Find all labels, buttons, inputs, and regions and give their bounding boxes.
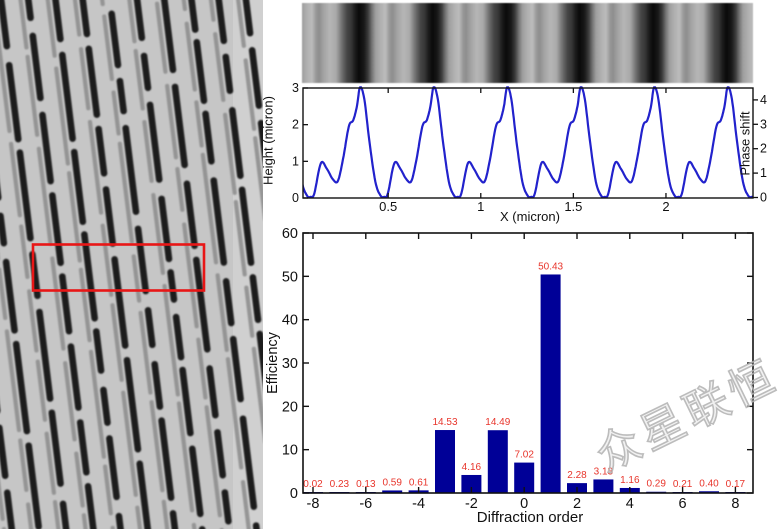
bar-x-tick-label: 8 xyxy=(731,496,739,512)
bar-x-tick-label: 0 xyxy=(520,496,528,512)
fringe-image xyxy=(302,3,753,83)
sem-grating-svg xyxy=(0,0,263,529)
bar-value-label: 0.59 xyxy=(382,477,402,488)
profile-right-tick-label: 3 xyxy=(760,117,767,131)
profile-left-tick-label: 1 xyxy=(292,154,299,168)
height-axis-label: Height (micron) xyxy=(260,96,276,185)
profile-left-tick-label: 0 xyxy=(292,191,299,205)
bar-value-label: 0.40 xyxy=(699,478,719,489)
bar-y-tick-label: 30 xyxy=(282,356,298,372)
bar-value-label: 0.02 xyxy=(303,479,323,490)
bar-value-label: 14.49 xyxy=(485,417,510,428)
bar-y-tick-label: 40 xyxy=(282,313,298,329)
profile-right-tick-label: 4 xyxy=(760,93,767,107)
bar-value-label: 0.21 xyxy=(673,479,693,490)
bar-value-label: 14.53 xyxy=(432,417,457,428)
bar-value-label: 2.28 xyxy=(567,470,587,481)
bar-x-tick-label: 6 xyxy=(679,496,687,512)
bar-y-tick-label: 20 xyxy=(282,399,298,415)
bar-value-label: 1.16 xyxy=(620,475,640,486)
bar-value-label: 7.02 xyxy=(514,450,534,461)
profile-left-tick-label: 2 xyxy=(292,118,299,132)
bar-order--2 xyxy=(461,474,482,493)
sem-slot-pattern xyxy=(0,0,263,529)
bar-x-tick-label: -8 xyxy=(307,496,320,512)
efficiency-axis-label: Efficiency xyxy=(265,332,281,394)
bar-y-tick-label: 50 xyxy=(282,269,298,285)
bar-value-label: 0.61 xyxy=(409,477,429,488)
profile-right-tick-label: 1 xyxy=(760,166,767,180)
bar-x-tick-label: -4 xyxy=(412,496,425,512)
bar-value-label: 0.23 xyxy=(330,479,350,490)
bar-value-label: 4.16 xyxy=(462,462,482,473)
profile-x-tick-label: 1.5 xyxy=(564,199,582,214)
sem-image xyxy=(0,0,263,529)
profile-x-tick-label: 1 xyxy=(477,199,484,214)
profile-x-tick-label: 0.5 xyxy=(379,199,397,214)
bar-order--1 xyxy=(487,430,508,493)
profile-x-tick-label: 2 xyxy=(662,199,669,214)
bar-value-label: 0.29 xyxy=(646,479,666,490)
roi-highlight-box xyxy=(31,243,206,292)
profile-right-tick-label: 0 xyxy=(760,191,767,205)
bar-order-1 xyxy=(540,274,561,493)
bar-order-7 xyxy=(699,491,719,493)
bar-order--3 xyxy=(435,430,455,493)
bar-value-label: 0.13 xyxy=(356,479,376,490)
efficiency-bar-chart: 0.02 0.23 0.13 0.59 0.61 14.53 4.16 14.49 7.02 50… xyxy=(282,226,754,512)
bar-value-label: 0.17 xyxy=(726,479,746,490)
bar-x-tick-label: -6 xyxy=(359,496,372,512)
bar-y-tick-label: 10 xyxy=(282,443,298,459)
bar-x-tick-label: -2 xyxy=(465,496,478,512)
bar-order-3 xyxy=(593,479,614,493)
bar-y-tick-label: 0 xyxy=(290,486,298,502)
phase-axis-label: Phase shift xyxy=(737,111,753,176)
bar-order-0 xyxy=(514,462,535,493)
diffraction-order-axis-label: Diffraction order xyxy=(476,509,584,526)
bar-y-tick-label: 60 xyxy=(282,226,298,242)
bar-order--5 xyxy=(382,490,403,493)
bar-value-label: 50.43 xyxy=(538,261,563,272)
bar-value-label: 3.13 xyxy=(594,466,614,477)
bar-x-tick-label: 2 xyxy=(573,496,581,512)
profile-plot: 0.5 1 1.5 2 0 1 2 3 0 1 2 3 4 xyxy=(292,81,767,214)
profile-right-tick-label: 2 xyxy=(760,142,767,156)
x-axis-label: X (micron) xyxy=(500,209,560,224)
profile-left-tick-label: 3 xyxy=(292,81,299,95)
bar-x-tick-label: 4 xyxy=(626,496,634,512)
